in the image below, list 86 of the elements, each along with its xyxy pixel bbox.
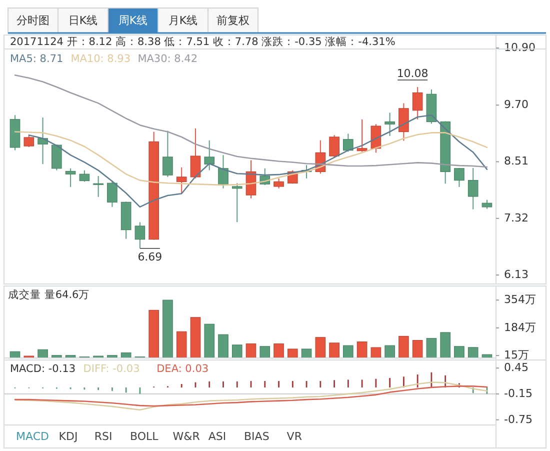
line-series	[14, 386, 488, 407]
y-tick-label: -0.15	[504, 386, 532, 400]
y-tick-label: 15万	[504, 348, 529, 362]
text: MA30: 8.42	[138, 52, 198, 65]
candlestick	[190, 128, 201, 179]
candlestick	[329, 134, 340, 158]
candlestick	[162, 130, 173, 178]
bar	[315, 337, 326, 358]
bar	[274, 343, 284, 358]
bar	[454, 346, 464, 358]
bar	[204, 324, 215, 358]
bar	[232, 344, 242, 358]
candlestick	[176, 166, 187, 194]
text: DIFF: -0.03	[83, 362, 140, 375]
text: KDJ	[58, 430, 78, 444]
bar	[190, 317, 201, 358]
bar	[162, 300, 173, 358]
text: 日K线	[68, 14, 98, 28]
text: 前复权	[216, 14, 250, 28]
text: 周K线	[118, 14, 148, 28]
bar	[440, 332, 450, 358]
bar	[412, 340, 423, 358]
annotation: 6.69	[138, 250, 162, 264]
y-tick-label: 7.32	[504, 211, 528, 224]
bar	[398, 336, 409, 358]
bar	[218, 334, 228, 358]
y-tick-label: 0.45	[504, 361, 528, 374]
bar	[329, 342, 340, 358]
bar	[468, 347, 478, 358]
series-label: MACD: -0.13	[10, 362, 76, 375]
text: 月K线	[168, 14, 198, 28]
candlestick	[232, 182, 242, 223]
candlestick	[52, 144, 62, 171]
y-tick-label: 8.51	[504, 154, 528, 168]
candlestick	[454, 167, 464, 188]
bar	[426, 338, 437, 358]
text: VR	[286, 430, 302, 444]
candlestick	[79, 170, 90, 182]
candlestick	[412, 86, 423, 120]
line-series	[28, 114, 488, 208]
y-tick-label: 6.13	[504, 268, 528, 282]
y-tick-label: 354万	[504, 293, 536, 306]
chart-subtitle: 20171124 开：8.12 高：8.38 低：7.51 收：7.78 涨跌：-0.35 涨幅：-4.31%	[10, 35, 396, 48]
annotation: 10.08	[396, 67, 428, 80]
bar	[38, 349, 48, 358]
candlestick	[468, 167, 478, 210]
candlestick	[370, 124, 382, 154]
text: BIAS	[244, 430, 270, 444]
y-tick-label: 184万	[504, 320, 536, 334]
line-series	[14, 382, 488, 411]
bar	[343, 345, 354, 358]
candlestick	[482, 199, 492, 210]
chart-title: 成交量 量64.6万	[8, 288, 90, 301]
candlestick	[398, 102, 409, 142]
bar	[176, 331, 187, 358]
text: MACD	[16, 430, 49, 444]
text: DEA: 0.03	[156, 362, 209, 375]
bar	[287, 348, 298, 358]
y-tick-label: -0.75	[504, 412, 532, 426]
candlestick	[134, 222, 146, 249]
candlestick	[65, 168, 76, 188]
candlestick	[24, 134, 34, 148]
text: BOLL	[130, 430, 160, 444]
text: ASI	[208, 430, 226, 444]
candlestick	[356, 118, 368, 152]
candlestick	[204, 140, 215, 171]
bar	[246, 343, 256, 358]
bar	[356, 342, 368, 358]
y-tick-label: 9.70	[504, 98, 528, 112]
text: W&R	[172, 430, 200, 444]
candlestick	[218, 154, 228, 189]
bar	[148, 310, 159, 358]
bar	[260, 346, 270, 358]
candlestick	[38, 116, 48, 165]
candlestick	[107, 180, 118, 208]
text: MA10: 8.93	[70, 52, 131, 65]
bar	[384, 345, 395, 358]
text: MA5: 8.71	[10, 52, 64, 65]
candlestick	[93, 176, 104, 198]
text: RSI	[94, 430, 112, 444]
candlestick	[384, 112, 395, 137]
candlestick	[343, 133, 354, 152]
bar	[370, 347, 382, 358]
text: 分时图	[16, 14, 50, 28]
bar	[301, 348, 312, 358]
candlestick	[274, 178, 284, 189]
